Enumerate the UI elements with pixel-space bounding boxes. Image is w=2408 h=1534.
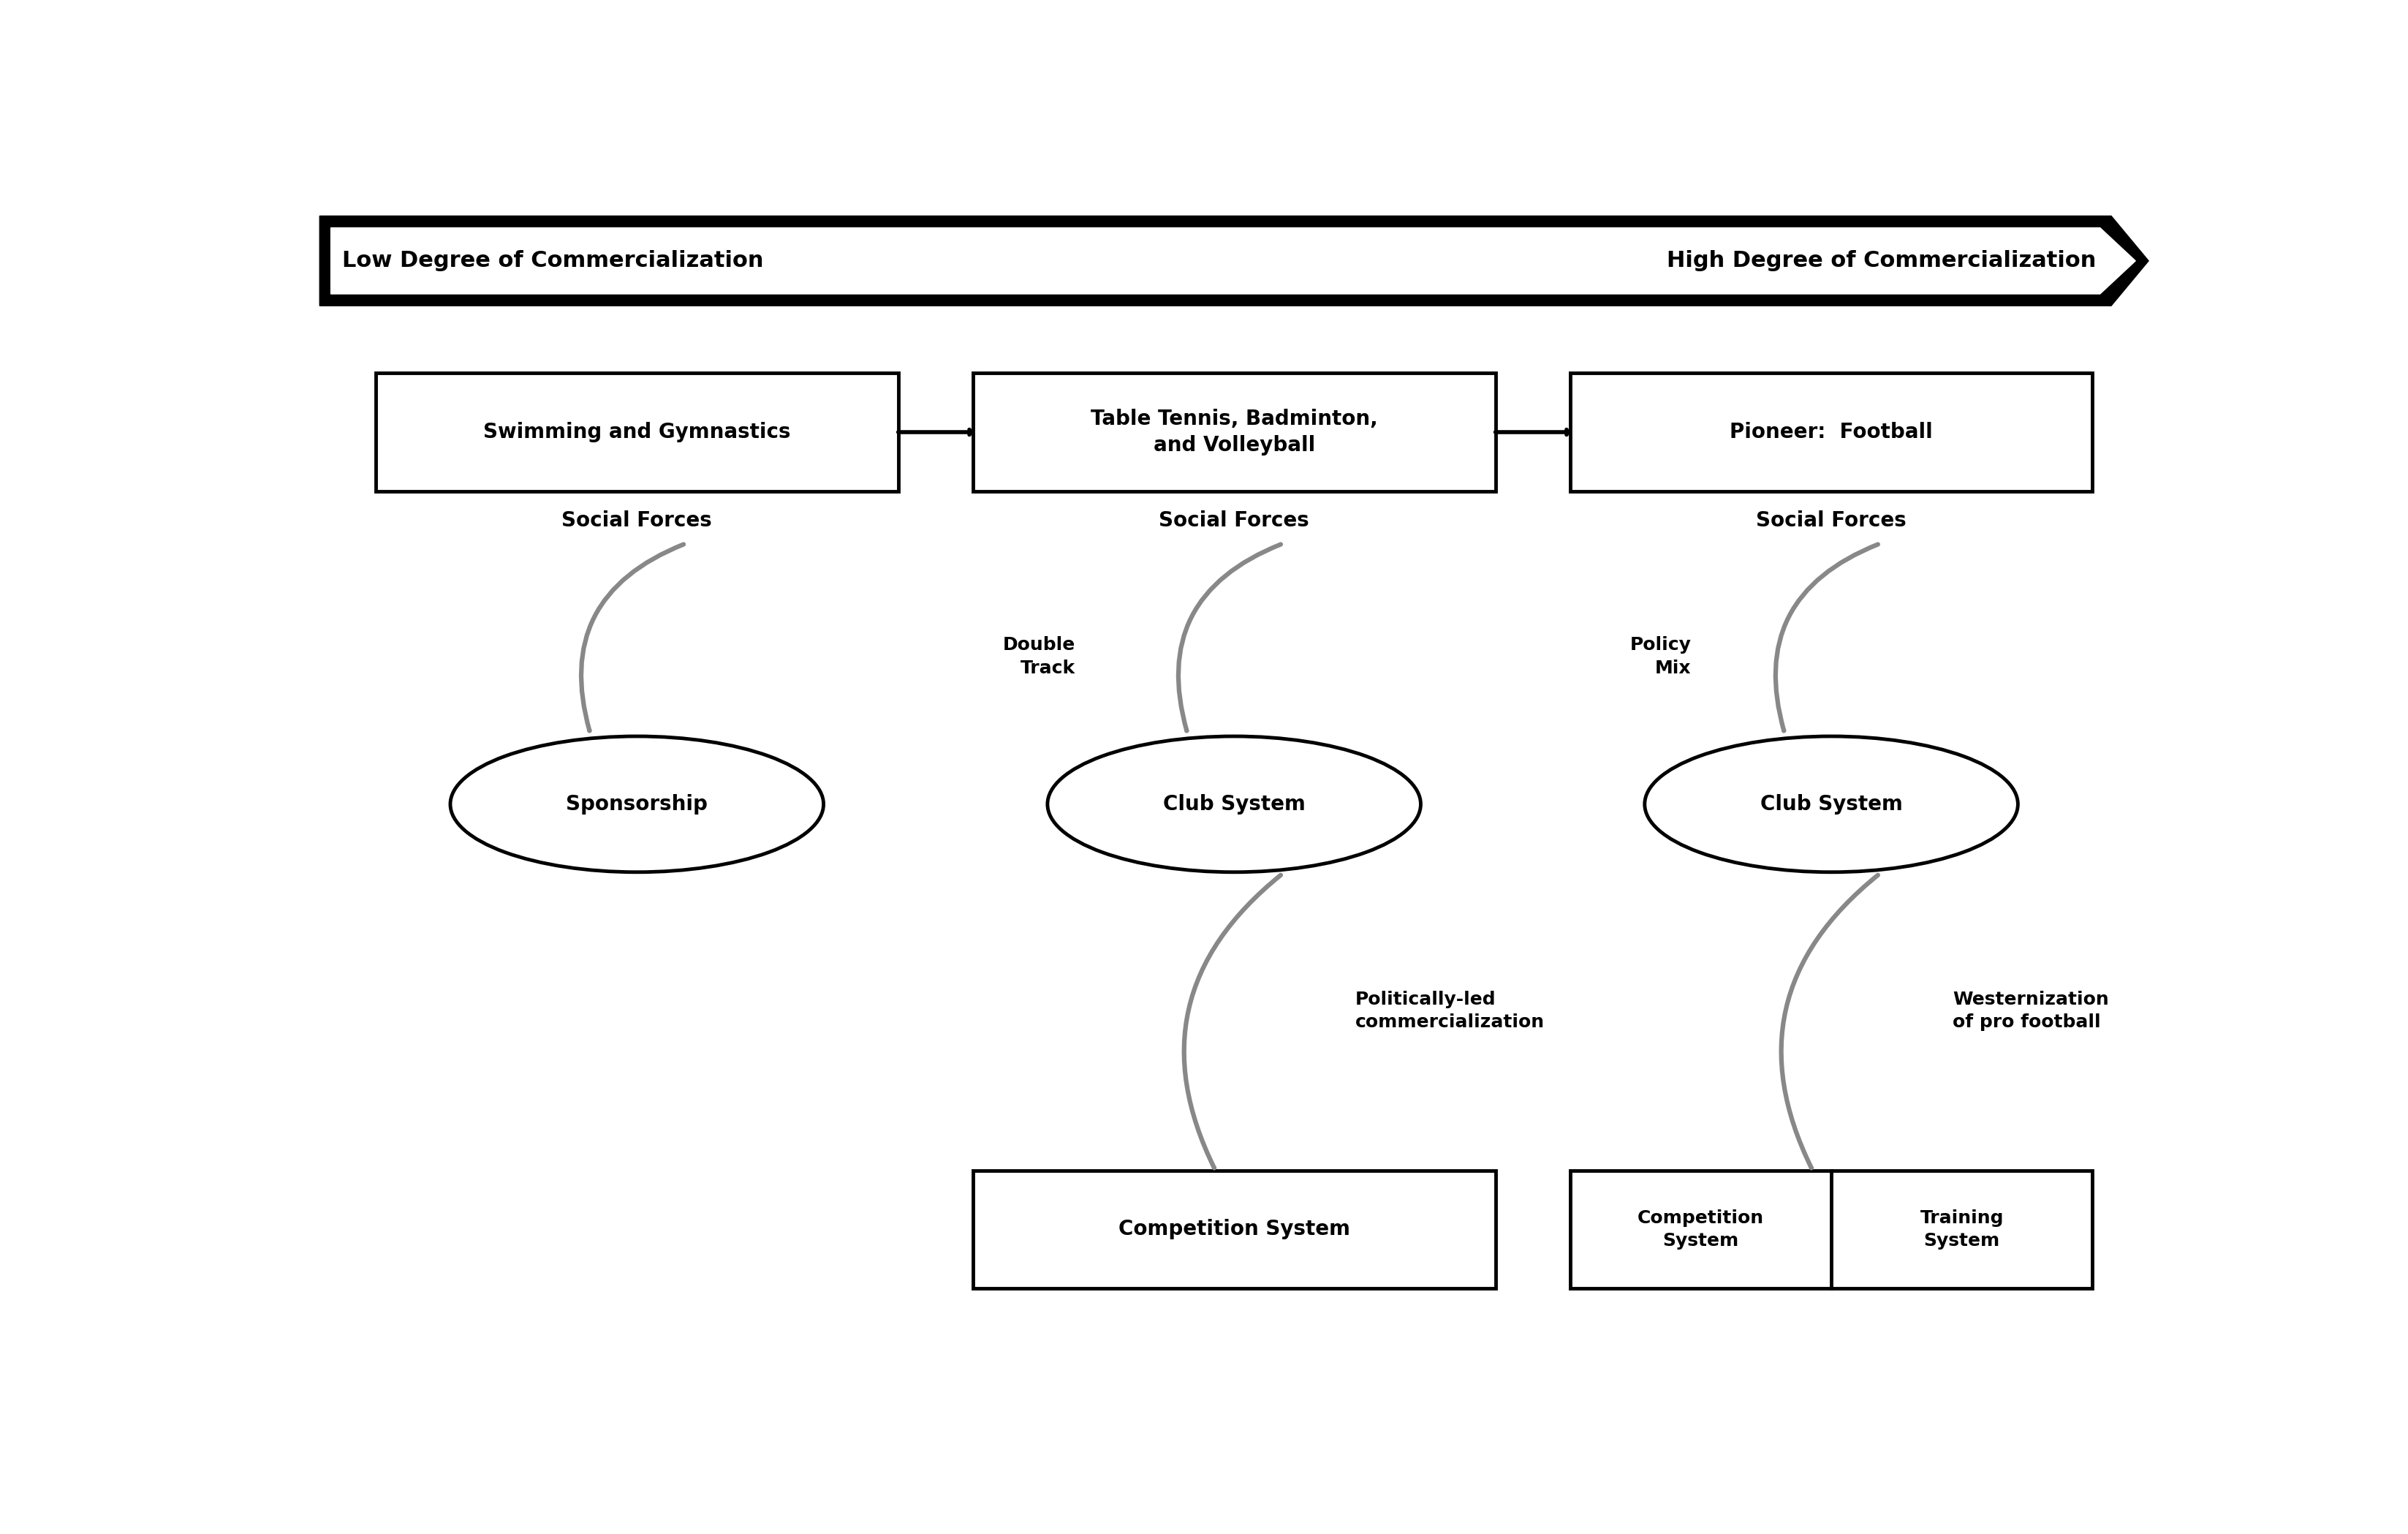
- Text: Pioneer:  Football: Pioneer: Football: [1729, 422, 1934, 442]
- Polygon shape: [330, 227, 2136, 295]
- Text: Social Forces: Social Forces: [1158, 511, 1310, 531]
- FancyArrowPatch shape: [1178, 545, 1281, 730]
- Text: Policy
Mix: Policy Mix: [1630, 637, 1690, 676]
- Text: Sponsorship: Sponsorship: [566, 795, 708, 815]
- Text: Westernization
of pro football: Westernization of pro football: [1953, 991, 2109, 1031]
- Text: Club System: Club System: [1163, 795, 1305, 815]
- Text: Table Tennis, Badminton,
and Volleyball: Table Tennis, Badminton, and Volleyball: [1091, 408, 1377, 456]
- Text: Club System: Club System: [1760, 795, 1902, 815]
- Text: Social Forces: Social Forces: [1755, 511, 1907, 531]
- FancyArrowPatch shape: [580, 545, 684, 730]
- Text: Competition System: Competition System: [1117, 1220, 1351, 1239]
- FancyBboxPatch shape: [973, 373, 1495, 491]
- Text: Swimming and Gymnastics: Swimming and Gymnastics: [484, 422, 790, 442]
- FancyBboxPatch shape: [1570, 1170, 2093, 1289]
- Text: Competition
System: Competition System: [1637, 1209, 1765, 1250]
- Ellipse shape: [1047, 736, 1421, 873]
- Text: Double
Track: Double Track: [1002, 637, 1076, 676]
- Ellipse shape: [1645, 736, 2018, 873]
- FancyArrowPatch shape: [1185, 874, 1281, 1167]
- FancyArrowPatch shape: [1782, 874, 1878, 1167]
- FancyArrowPatch shape: [1775, 545, 1878, 730]
- Text: Low Degree of Commercialization: Low Degree of Commercialization: [342, 250, 763, 272]
- Polygon shape: [320, 216, 2148, 305]
- FancyBboxPatch shape: [376, 373, 898, 491]
- FancyBboxPatch shape: [973, 1170, 1495, 1289]
- Text: Training
System: Training System: [1919, 1209, 2003, 1250]
- FancyBboxPatch shape: [1570, 373, 2093, 491]
- Text: High Degree of Commercialization: High Degree of Commercialization: [1666, 250, 2097, 272]
- Text: Politically-led
commercialization: Politically-led commercialization: [1356, 991, 1546, 1031]
- Text: Social Forces: Social Forces: [561, 511, 713, 531]
- Ellipse shape: [450, 736, 824, 873]
